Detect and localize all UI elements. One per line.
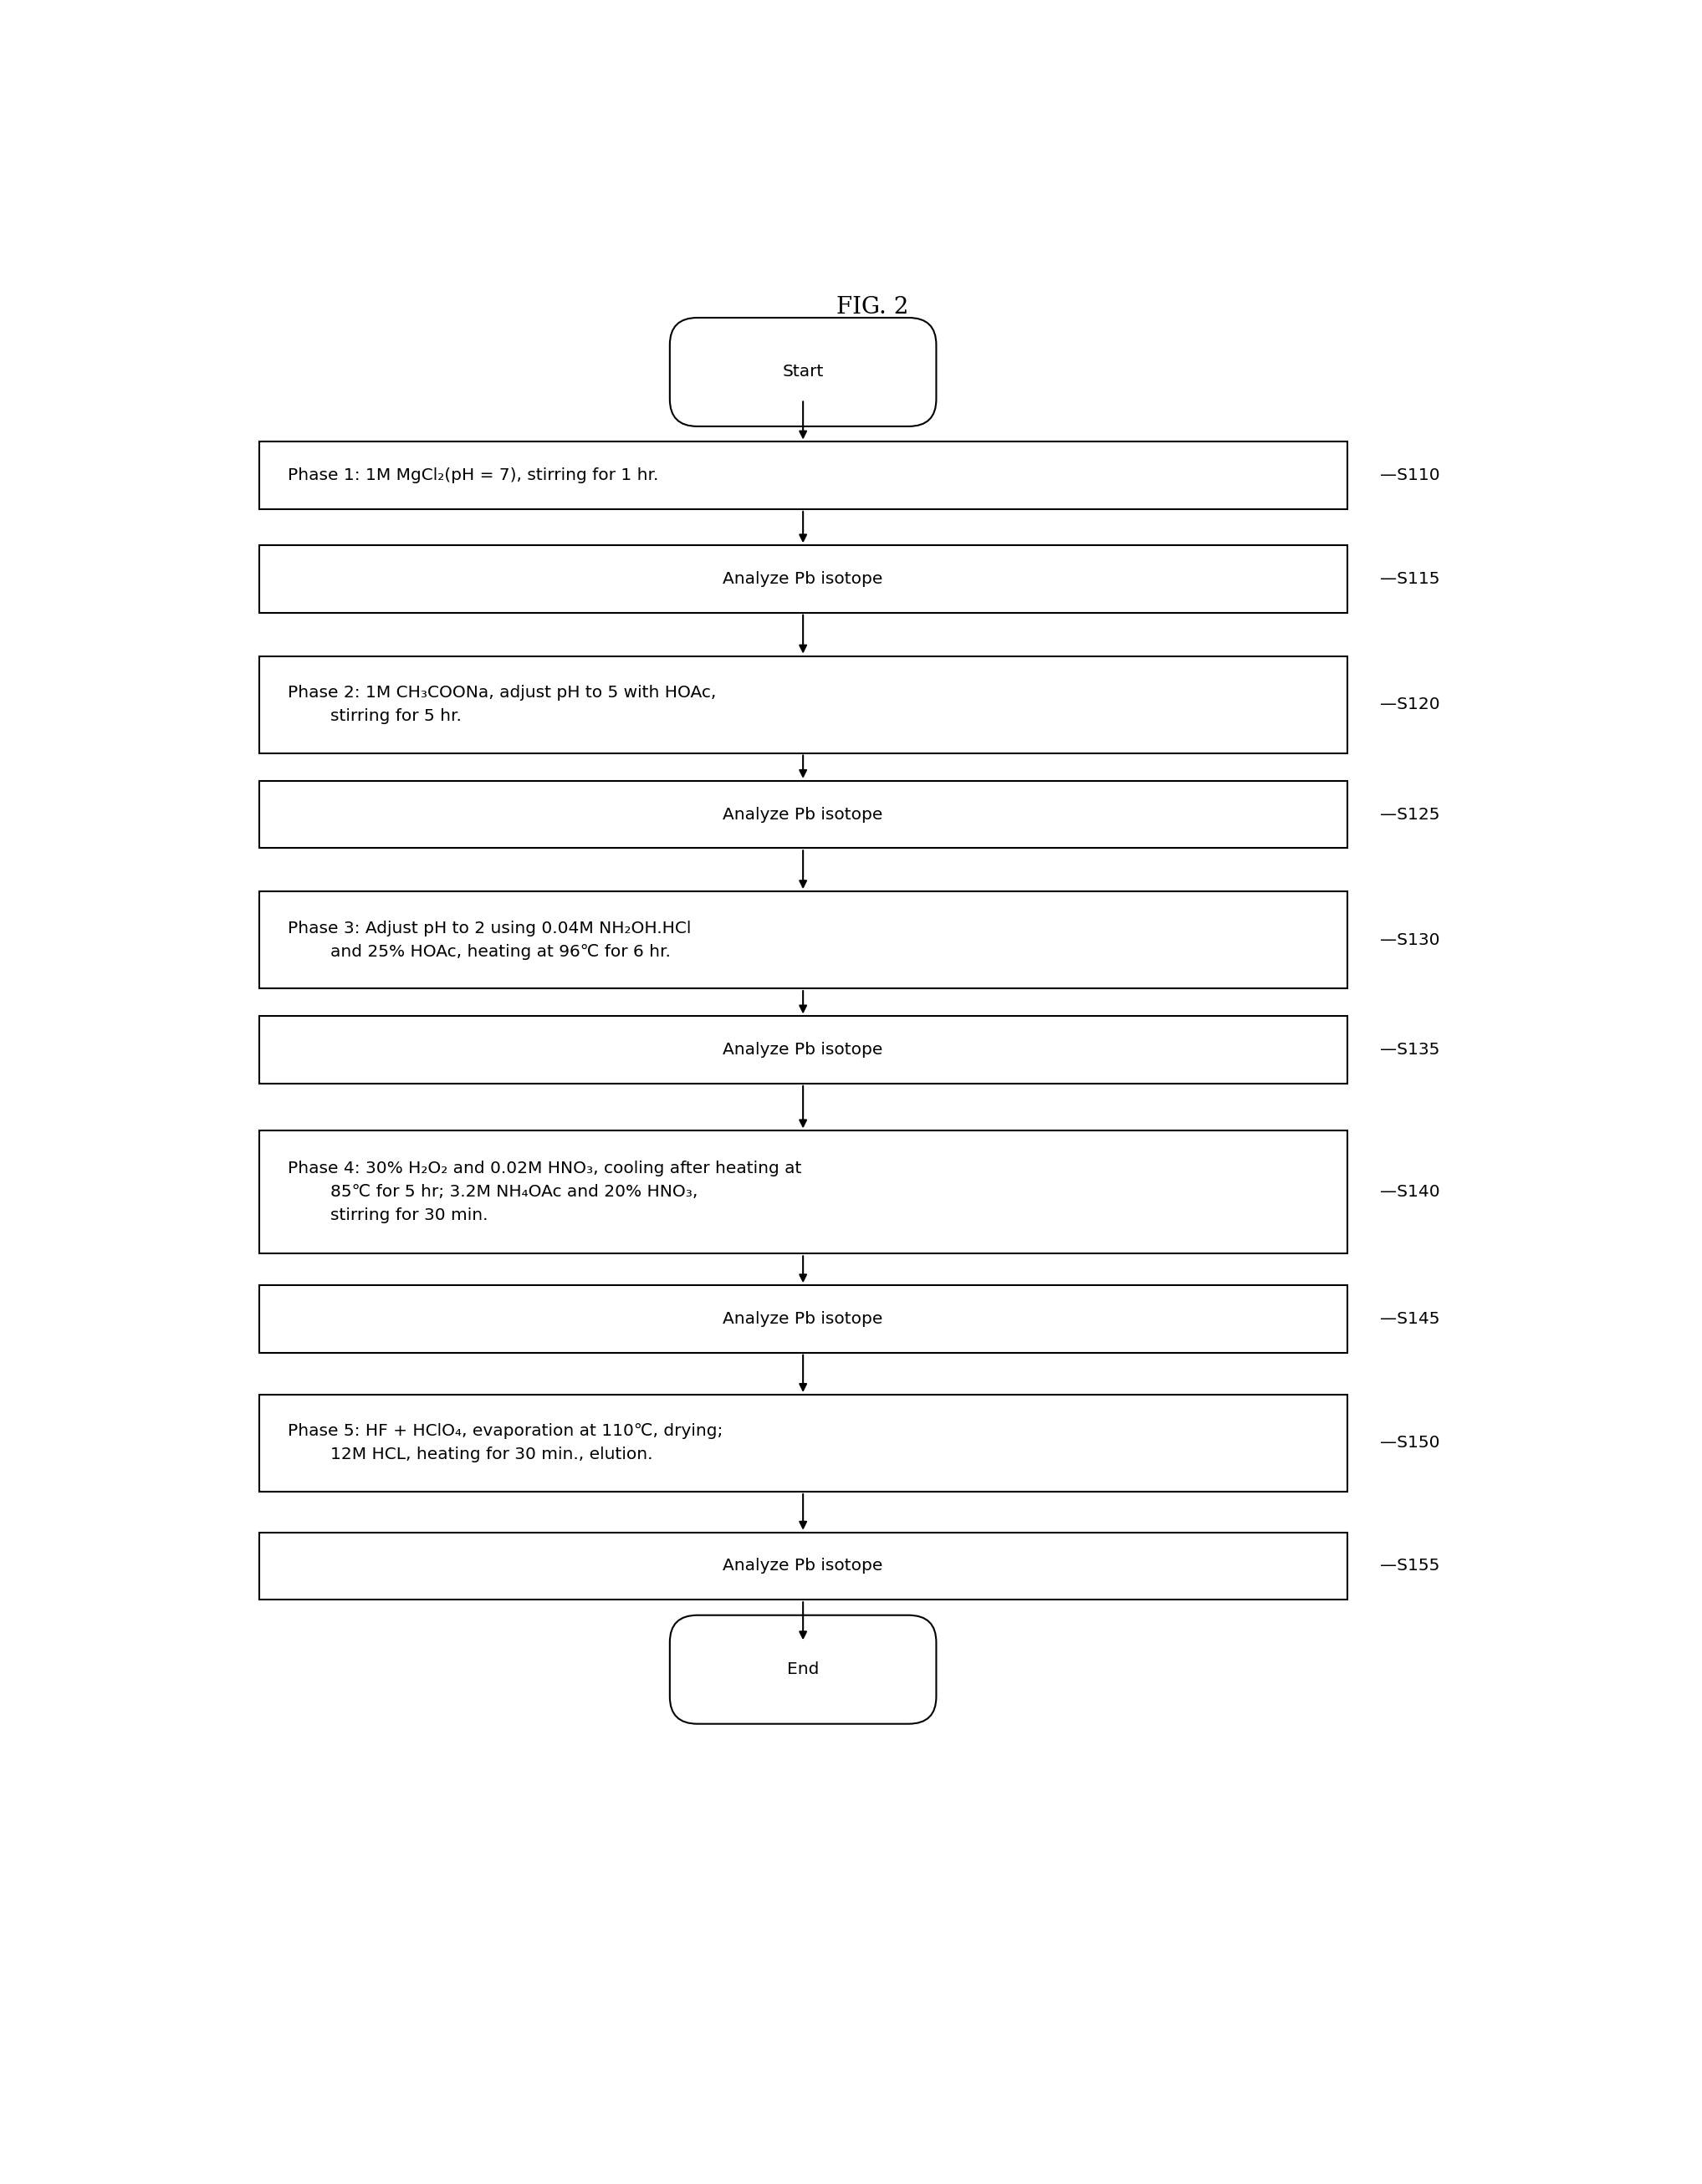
Text: —S130: —S130 [1380, 933, 1440, 948]
Bar [259, 1533, 1348, 1599]
Bar [259, 1016, 1348, 1083]
Text: Analyze Pb isotope: Analyze Pb isotope [723, 806, 883, 823]
Text: Analyze Pb isotope: Analyze Pb isotope [723, 570, 883, 587]
Text: FIG. 2: FIG. 2 [836, 297, 909, 319]
Bar [259, 782, 1348, 847]
Text: —S115: —S115 [1380, 570, 1440, 587]
Text: Analyze Pb isotope: Analyze Pb isotope [723, 1042, 883, 1057]
Bar [259, 546, 1348, 614]
FancyBboxPatch shape [671, 1616, 936, 1723]
Text: —S135: —S135 [1380, 1042, 1440, 1057]
FancyBboxPatch shape [671, 317, 936, 426]
Text: Analyze Pb isotope: Analyze Pb isotope [723, 1310, 883, 1328]
Bar [259, 441, 1348, 509]
Text: —S110: —S110 [1380, 467, 1440, 483]
Text: Phase 1: 1M MgCl₂(pH = 7), stirring for 1 hr.: Phase 1: 1M MgCl₂(pH = 7), stirring for … [288, 467, 659, 483]
Text: —S145: —S145 [1380, 1310, 1440, 1328]
Text: —S125: —S125 [1380, 806, 1440, 823]
Text: Analyze Pb isotope: Analyze Pb isotope [723, 1557, 883, 1575]
Bar [259, 891, 1348, 989]
Text: Phase 4: 30% H₂O₂ and 0.02M HNO₃, cooling after heating at
        85℃ for 5 hr;: Phase 4: 30% H₂O₂ and 0.02M HNO₃, coolin… [288, 1162, 802, 1223]
Text: Phase 5: HF + HClO₄, evaporation at 110℃, drying;
        12M HCL, heating for 3: Phase 5: HF + HClO₄, evaporation at 110℃… [288, 1424, 723, 1463]
Bar [259, 655, 1348, 753]
Bar [259, 1131, 1348, 1254]
Text: Phase 3: Adjust pH to 2 using 0.04M NH₂OH.HCl
        and 25% HOAc, heating at 9: Phase 3: Adjust pH to 2 using 0.04M NH₂O… [288, 919, 691, 959]
Text: —S140: —S140 [1380, 1184, 1440, 1201]
Text: —S120: —S120 [1380, 697, 1440, 712]
Text: Start: Start [783, 365, 824, 380]
Text: Phase 2: 1M CH₃COONa, adjust pH to 5 with HOAc,
        stirring for 5 hr.: Phase 2: 1M CH₃COONa, adjust pH to 5 wit… [288, 686, 717, 725]
Text: —S150: —S150 [1380, 1435, 1440, 1450]
Text: —S155: —S155 [1380, 1557, 1440, 1575]
Bar [259, 1286, 1348, 1352]
Bar [259, 1396, 1348, 1492]
Text: End: End [786, 1662, 819, 1677]
